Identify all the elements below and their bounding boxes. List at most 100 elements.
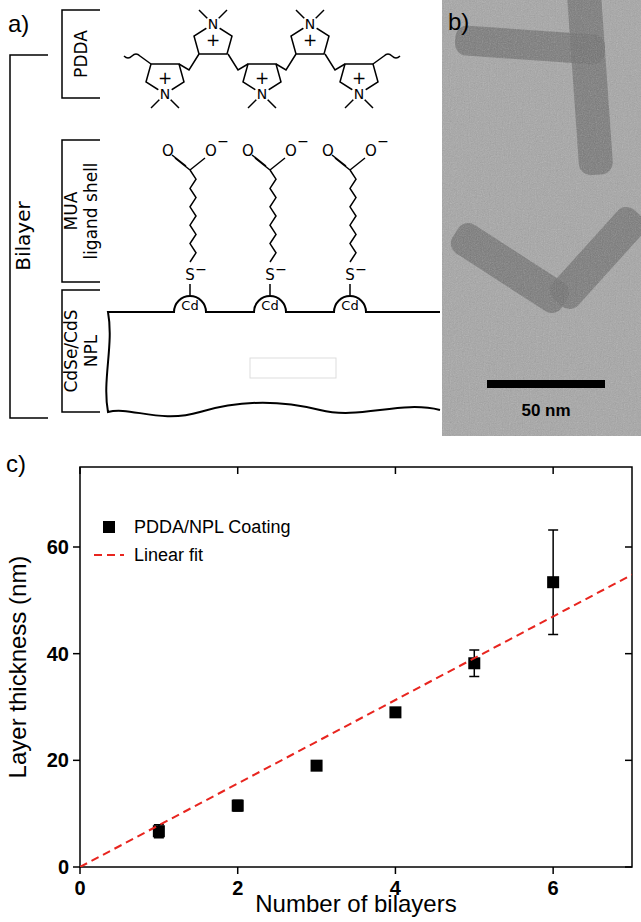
double-bond: [332, 155, 346, 166]
atom-label: S: [265, 266, 275, 284]
x-tick: [237, 867, 239, 874]
charge-label: +: [303, 30, 317, 50]
charge-label: −: [195, 261, 207, 277]
layer-label: PDDA: [71, 30, 91, 78]
error-bar: [233, 800, 243, 811]
x-tick: [395, 867, 397, 874]
charge-label: −: [297, 133, 309, 149]
polymer-bond: [179, 54, 199, 70]
scale-label: 50 nm: [521, 401, 570, 420]
x-tick-label: 6: [548, 877, 559, 899]
layer-label-line: ligand shell: [81, 162, 101, 259]
charge-label: −: [275, 261, 287, 277]
nanoplatelet: [106, 296, 440, 416]
bracket: [62, 140, 100, 282]
y-tick-label: 0: [58, 856, 69, 878]
bond: [189, 284, 191, 296]
atom-label: N: [354, 86, 364, 102]
tem-noise: [442, 0, 641, 436]
y-tick: [73, 546, 80, 548]
atom-label: O: [365, 142, 377, 160]
double-bond: [252, 155, 266, 166]
x-tick: [79, 867, 81, 874]
y-tick-right: [625, 760, 632, 762]
group-label: Bilayer: [11, 200, 35, 270]
charge-label: +: [352, 68, 366, 88]
y-tick-right: [625, 546, 632, 548]
panel-a: a)BilayerPDDAMUAligand shellCdSe/CdSNPLN…: [8, 10, 440, 418]
plot-frame: [80, 467, 632, 867]
layer-label-line: PDDA: [71, 30, 91, 78]
polymer-bond: [124, 54, 151, 64]
x-tick: [552, 867, 554, 874]
charge-label: −: [217, 133, 229, 149]
y-axis-title: Layer thickness (nm): [4, 556, 31, 779]
tem-image: [442, 0, 641, 436]
x-tick-label: 2: [232, 877, 243, 899]
alkyl-chain: [350, 170, 356, 262]
layer-label: CdSe/CdSNPL: [61, 309, 101, 392]
plot-data: [80, 530, 632, 867]
error-bar: [469, 650, 479, 677]
y-tick: [73, 760, 80, 762]
error-bar: [548, 530, 558, 635]
single-bond: [270, 158, 285, 170]
x-tick-top: [79, 467, 81, 474]
atom-label: O: [242, 142, 254, 160]
atom-ground: [254, 86, 270, 102]
legend-label: PDDA/NPL Coating: [134, 517, 290, 537]
data-point: [389, 706, 401, 718]
data-point: [311, 760, 323, 772]
bracket: [10, 55, 48, 418]
alkyl-chain: [190, 170, 196, 262]
y-tick-label: 20: [47, 749, 69, 771]
atom-label: N: [160, 86, 170, 102]
legend-label: Linear fit: [134, 545, 203, 565]
atom-label: Cd: [341, 298, 358, 313]
atom-label: O: [285, 142, 297, 160]
charge-label: +: [255, 68, 269, 88]
x-tick-top: [395, 467, 397, 474]
data-point: [547, 576, 559, 588]
charge-label: −: [377, 133, 389, 149]
charge-label: +: [206, 30, 220, 50]
atom-label: S: [185, 266, 195, 284]
charge-label: −: [355, 261, 367, 277]
atom-ground: [351, 86, 367, 102]
single-bond: [190, 158, 205, 170]
polymer-bond: [276, 54, 296, 70]
bond: [269, 284, 271, 296]
polymer-bond: [228, 54, 248, 70]
y-tick-right: [625, 653, 632, 655]
atom-label: N: [257, 86, 267, 102]
polymer-bond: [325, 54, 345, 70]
scale-bar: [487, 380, 605, 388]
figure: a)BilayerPDDAMUAligand shellCdSe/CdSNPLN…: [0, 0, 641, 922]
bond: [349, 284, 351, 296]
alkyl-chain: [270, 170, 276, 262]
layer-label: MUAligand shell: [61, 162, 101, 259]
x-tick-top: [237, 467, 239, 474]
atom-label: O: [205, 142, 217, 160]
layer-label-line: NPL: [81, 334, 101, 367]
x-axis-title: Number of bilayers: [255, 890, 456, 917]
x-tick-label: 0: [74, 877, 85, 899]
atom-label: O: [322, 142, 334, 160]
tem-ground: [442, 0, 641, 436]
panel-letter: c): [6, 450, 26, 477]
panel-c: c)02460204060Number of bilayersLayer thi…: [4, 450, 632, 917]
legend-swatch: [94, 554, 124, 556]
layer-label-line: MUA: [61, 191, 81, 230]
double-bond: [172, 155, 186, 166]
y-tick-right: [625, 866, 632, 868]
atom-label: S: [345, 266, 355, 284]
fit-line: [80, 575, 632, 867]
bracket: [62, 10, 100, 98]
x-tick-top: [552, 467, 554, 474]
inner-mark: [250, 358, 336, 378]
y-tick-label: 60: [47, 536, 69, 558]
layer-label-line: CdSe/CdS: [61, 309, 81, 392]
panel-letter: a): [8, 10, 29, 37]
data-point: [232, 800, 244, 812]
charge-label: +: [158, 68, 172, 88]
